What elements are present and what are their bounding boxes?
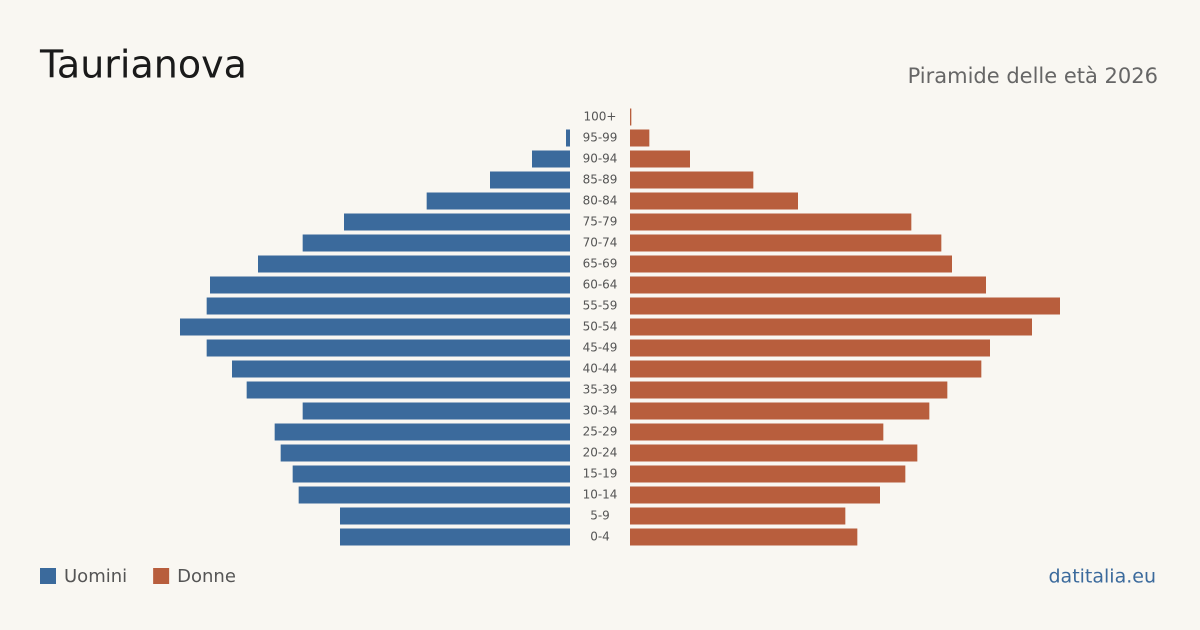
source[interactable]: datitalia.eu <box>1049 566 1157 588</box>
bar <box>340 507 570 525</box>
age-label: 5-9 <box>590 509 610 523</box>
bar <box>210 276 570 294</box>
bar <box>426 192 570 210</box>
bar <box>630 528 858 546</box>
bar <box>630 255 952 273</box>
age-label: 20-24 <box>583 446 618 460</box>
bar <box>232 360 570 378</box>
legend-swatch <box>40 568 56 584</box>
bar <box>566 129 570 147</box>
bar <box>258 255 570 273</box>
bar <box>630 381 948 399</box>
age-label: 35-39 <box>583 383 618 397</box>
age-label: 70-74 <box>583 236 618 250</box>
bar <box>490 171 570 189</box>
age-label: 50-54 <box>583 320 618 334</box>
bar <box>274 423 570 441</box>
age-label: 15-19 <box>583 467 618 481</box>
bar <box>344 213 570 231</box>
bar <box>630 507 846 525</box>
legend-label: Uomini <box>64 566 127 587</box>
age-label: 45-49 <box>583 341 618 355</box>
bar <box>630 276 986 294</box>
age-label: 95-99 <box>583 131 618 145</box>
bar <box>206 339 570 357</box>
bar <box>280 444 570 462</box>
age-label: 90-94 <box>583 152 618 166</box>
bar <box>206 297 570 315</box>
bar <box>298 486 570 504</box>
age-label: 60-64 <box>583 278 618 292</box>
bar <box>630 423 884 441</box>
bar <box>180 318 570 336</box>
bar <box>630 402 930 420</box>
age-label: 65-69 <box>583 257 618 271</box>
bar <box>292 465 570 483</box>
legend-swatch <box>153 568 170 584</box>
bar <box>630 465 906 483</box>
bar <box>302 402 570 420</box>
bar <box>630 444 918 462</box>
bar <box>630 234 942 252</box>
age-label: 40-44 <box>583 362 618 376</box>
bar <box>340 528 570 546</box>
bar <box>630 318 1032 336</box>
bar <box>630 150 690 168</box>
bar <box>630 192 798 210</box>
age-label: 75-79 <box>583 215 618 229</box>
bar <box>246 381 570 399</box>
age-label: 55-59 <box>583 299 618 313</box>
bar <box>630 360 982 378</box>
bar <box>630 339 990 357</box>
chart-subtitle: Piramide delle età 2026 <box>908 64 1158 88</box>
age-label: 30-34 <box>583 404 618 418</box>
bar <box>630 171 754 189</box>
bar <box>630 129 650 147</box>
legend-label: Donne <box>177 566 236 587</box>
age-label: 85-89 <box>583 173 618 187</box>
bar <box>302 234 570 252</box>
bar <box>630 486 880 504</box>
chart-title: Taurianova <box>39 43 247 87</box>
age-label: 0-4 <box>590 530 610 544</box>
bar <box>630 108 632 126</box>
age-label: 25-29 <box>583 425 618 439</box>
bar <box>630 213 912 231</box>
age-label: 80-84 <box>583 194 618 208</box>
bar <box>630 297 1060 315</box>
age-label: 100+ <box>584 110 617 124</box>
bar <box>532 150 570 168</box>
age-label: 10-14 <box>583 488 618 502</box>
